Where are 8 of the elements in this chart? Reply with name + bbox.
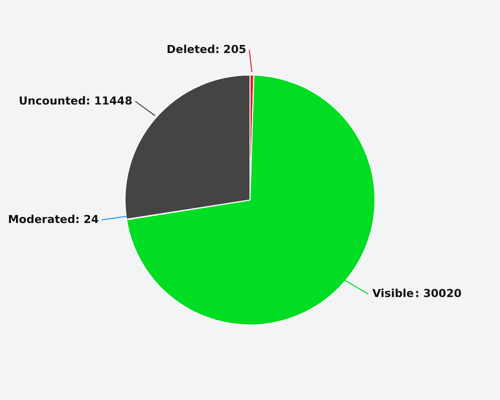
slice-label: Moderated [8,212,76,226]
slice-label: Deleted [166,43,216,56]
slice-label: Visible [372,287,414,300]
data-label: : 11448 [86,94,132,108]
data-label: : 30020 [415,287,462,300]
slice-label: Uncounted [18,94,86,108]
data-label: : 205 [215,43,246,56]
data-label: : 24 [75,212,100,226]
